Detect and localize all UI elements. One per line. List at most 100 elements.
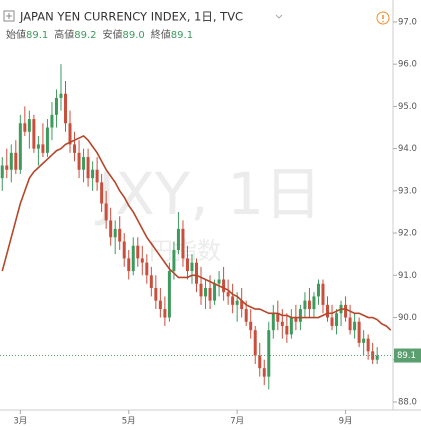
candle-body bbox=[95, 169, 99, 183]
candle-body bbox=[285, 325, 289, 335]
candle-body bbox=[289, 317, 293, 335]
candle-body bbox=[326, 304, 329, 318]
candle-body bbox=[190, 262, 194, 272]
candle-body bbox=[366, 338, 370, 352]
x-tick-label: 7月 bbox=[230, 417, 244, 427]
candle-body bbox=[307, 300, 311, 310]
candle-body bbox=[316, 283, 320, 297]
candle-body bbox=[163, 309, 167, 318]
legend-label: 終値 bbox=[151, 28, 171, 41]
candle-body bbox=[122, 241, 126, 259]
candle-body bbox=[330, 317, 334, 326]
candle-body bbox=[181, 228, 185, 259]
last-price-box bbox=[394, 348, 421, 363]
candle-body bbox=[127, 258, 131, 272]
candle-body bbox=[280, 321, 284, 326]
alert-icon-dot bbox=[382, 20, 384, 23]
candle-body bbox=[100, 182, 104, 204]
y-tick-label: 91.0 bbox=[398, 271, 417, 281]
candle-body bbox=[82, 157, 86, 170]
candle-body bbox=[45, 127, 49, 153]
legend-label: 高値 bbox=[54, 28, 74, 41]
legend-value: 89.0 bbox=[123, 30, 145, 41]
candle-body bbox=[50, 114, 54, 128]
candle-body bbox=[0, 165, 4, 179]
y-tick-label: 92.0 bbox=[398, 229, 417, 239]
candle-body bbox=[140, 258, 144, 263]
candle-body bbox=[240, 300, 244, 310]
candle-body bbox=[145, 262, 149, 276]
candle-body bbox=[353, 321, 357, 331]
candle-body bbox=[54, 97, 58, 115]
candle-body bbox=[109, 220, 113, 238]
x-tick-label: 9月 bbox=[339, 417, 353, 427]
candle-body bbox=[131, 245, 135, 272]
candle-body bbox=[118, 228, 122, 242]
candle-body bbox=[41, 144, 45, 153]
candle-body bbox=[276, 313, 280, 322]
candle-body bbox=[185, 258, 189, 272]
candle-body bbox=[86, 157, 90, 179]
candle-body bbox=[36, 144, 40, 149]
candle-body bbox=[113, 228, 117, 238]
candle-body bbox=[64, 93, 67, 124]
candle-body bbox=[68, 123, 72, 145]
candle-body bbox=[312, 296, 316, 310]
candle-body bbox=[9, 152, 13, 170]
legend-label: 安値 bbox=[103, 28, 123, 41]
y-tick-label: 88.0 bbox=[398, 397, 417, 407]
watermark-sub: 円指数 bbox=[149, 237, 221, 265]
candle-body bbox=[375, 355, 379, 360]
legend-value: 89.2 bbox=[74, 30, 96, 41]
candle-body bbox=[77, 152, 81, 170]
candle-body bbox=[176, 228, 180, 250]
chart-title: JAPAN YEN CURRENCY INDEX, 1日, TVC bbox=[19, 10, 243, 24]
candle-body bbox=[321, 283, 325, 305]
candle-body bbox=[213, 283, 217, 301]
candle-body bbox=[104, 203, 108, 221]
candle-body bbox=[167, 271, 171, 318]
candle-body bbox=[258, 355, 262, 369]
dropdown-arrow[interactable] bbox=[275, 14, 283, 19]
candle-body bbox=[14, 152, 18, 170]
candle-body bbox=[217, 279, 221, 284]
candle-body bbox=[298, 309, 302, 322]
candle-body bbox=[59, 93, 63, 98]
expand-icon[interactable] bbox=[3, 10, 15, 22]
y-tick-label: 97.0 bbox=[398, 17, 417, 27]
candle-body bbox=[235, 300, 239, 305]
candle-body bbox=[267, 330, 271, 377]
candle-body bbox=[208, 287, 212, 301]
candle-body bbox=[335, 313, 339, 326]
candle-body bbox=[5, 165, 9, 170]
candle-body bbox=[23, 123, 27, 132]
expand-icon-plus bbox=[6, 13, 12, 19]
y-tick-label: 95.0 bbox=[398, 102, 417, 112]
candle-body bbox=[249, 321, 253, 331]
x-tick-label: 3月 bbox=[13, 417, 27, 427]
candle-body bbox=[362, 338, 366, 343]
candle-body bbox=[172, 249, 176, 272]
legend-value: 89.1 bbox=[26, 30, 48, 41]
candle-body bbox=[204, 287, 208, 297]
candle-body bbox=[357, 321, 361, 343]
y-tick-label: 96.0 bbox=[398, 60, 417, 70]
moving-average bbox=[1, 134, 392, 331]
candle-body bbox=[149, 275, 153, 288]
candle-body bbox=[222, 279, 226, 293]
alert-icon[interactable] bbox=[376, 11, 390, 25]
y-tick-label: 93.0 bbox=[398, 186, 417, 196]
legend-label: 始値 bbox=[6, 28, 26, 41]
candle-body bbox=[136, 245, 140, 259]
candle-body bbox=[154, 287, 158, 301]
candle-body bbox=[244, 309, 248, 322]
candle-body bbox=[195, 262, 198, 284]
last-price-label: 89.1 bbox=[397, 351, 416, 361]
candle-body bbox=[231, 296, 235, 305]
x-tick-label: 5月 bbox=[122, 417, 136, 427]
candle-body bbox=[271, 313, 275, 331]
legend-value: 89.1 bbox=[171, 30, 193, 41]
candle-body bbox=[32, 119, 36, 149]
